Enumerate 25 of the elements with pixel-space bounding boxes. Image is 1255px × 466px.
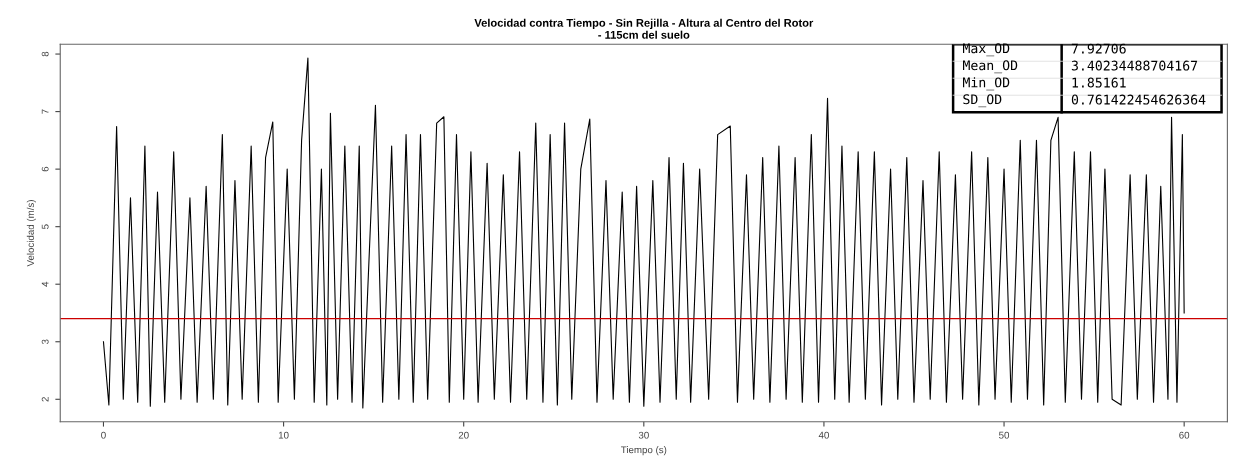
chart-title: Velocidad contra Tiempo - Sin Rejilla - Altura al Centro del Rotor - 115cm del suelo (474, 18, 814, 39)
annotation: SD_OD (963, 94, 1002, 108)
x-tick-label: 10 (278, 431, 289, 439)
annotation: Max_OD (963, 43, 1010, 57)
y-tick-label: 5 (41, 224, 49, 229)
y-tick-label: 2 (41, 397, 49, 402)
x-tick-label: 30 (638, 431, 649, 439)
y-tick-label: 4 (41, 281, 49, 287)
annotation: Min_OD (963, 77, 1010, 91)
x-tick-label: 20 (458, 431, 469, 439)
x-tick-label: 0 (101, 431, 106, 439)
y-axis-title: Velocidad (m/s) (26, 200, 36, 267)
annotation: 0.761422454626364 (1071, 94, 1206, 105)
y-tick-label: 8 (41, 51, 49, 57)
annotation: 7.92706 (1071, 43, 1126, 54)
x-tick-label: 40 (818, 431, 829, 439)
x-tick-label: 50 (999, 431, 1010, 439)
y-tick-label: 7 (41, 109, 49, 114)
x-tick-label: 60 (1179, 431, 1190, 439)
annotation: 3.40234488704167 (1071, 60, 1198, 71)
y-tick-label: 6 (41, 166, 49, 172)
annotation: Mean_OD (963, 60, 1018, 74)
annotation: 1.85161 (1072, 77, 1126, 88)
y-tick-label: 3 (41, 339, 49, 345)
x-axis-title: Tiempo (s) (620, 446, 667, 456)
